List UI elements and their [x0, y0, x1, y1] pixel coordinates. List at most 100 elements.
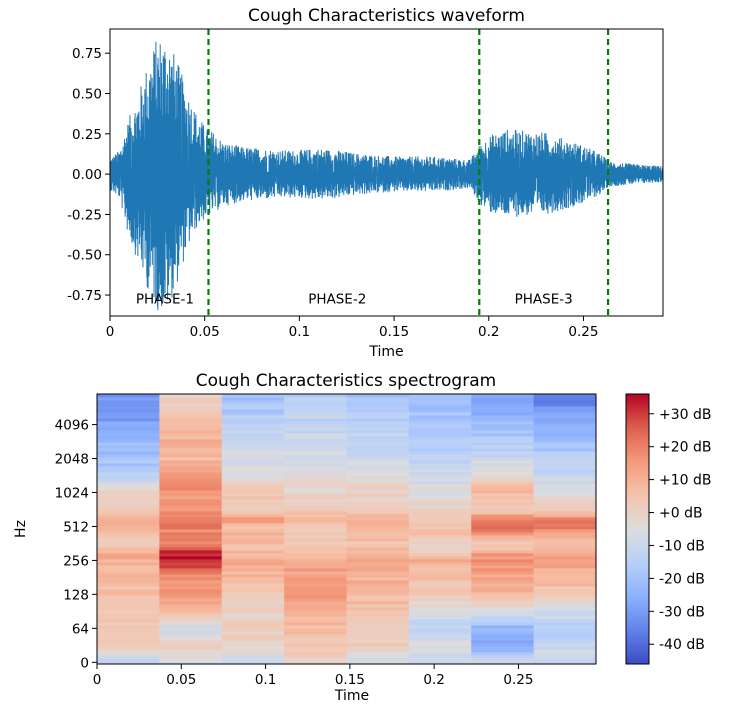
spectrogram-cell [284, 505, 347, 509]
spectrogram-cell [408, 481, 472, 485]
spectrogram-cell [533, 586, 597, 590]
spectrogram-cell [408, 394, 472, 398]
spectrogram-cell [284, 547, 347, 551]
spectrogram-cell [284, 535, 347, 539]
spectrogram-cell [471, 427, 535, 431]
spectrogram-cell [346, 406, 410, 410]
spectrogram-cell [533, 598, 597, 602]
spectrogram-cell [533, 574, 597, 578]
spectrogram-cell [408, 526, 472, 530]
spectrogram-cell [471, 511, 535, 515]
spectrogram-cell [346, 643, 410, 647]
spectrogram-cell [284, 442, 347, 446]
spectrogram-y-ticks: 4096 2048 1024 512 256 128 64 0 [55, 418, 97, 671]
spectrogram-cell [159, 406, 223, 410]
spectrogram-cell [533, 418, 597, 422]
spectrogram-cell [221, 472, 285, 476]
spectrogram-cell [159, 610, 223, 614]
spectrogram-cell [221, 559, 285, 563]
spectrogram-cell [408, 604, 472, 608]
spectrogram-cell [533, 616, 597, 620]
spectrogram-cell [97, 535, 160, 539]
spectrogram-cell [97, 445, 160, 449]
spectrogram-cell [346, 586, 410, 590]
spectrogram-cell [533, 478, 597, 482]
spectrogram-cell [159, 412, 223, 416]
spectrogram-cell [159, 580, 223, 584]
spectrogram-cell [284, 433, 347, 437]
spectrogram-cell [221, 481, 285, 485]
spectrogram-cell [159, 505, 223, 509]
x-tick-label: 0.25 [568, 324, 598, 340]
spectrogram-cell [221, 436, 285, 440]
spectrogram-cell [159, 619, 223, 623]
spectrogram-cell [408, 574, 472, 578]
spectrogram-cell [159, 394, 223, 398]
spectrogram-cell [221, 430, 285, 434]
spectrogram-cell [346, 466, 410, 470]
spectrogram-cell [284, 529, 347, 533]
spectrogram-cell [533, 475, 597, 479]
spectrogram-cell [471, 598, 535, 602]
spectrogram-cell [284, 628, 347, 632]
spectrogram-cell [159, 604, 223, 608]
spectrogram-cell [284, 571, 347, 575]
spectrogram-cell [533, 433, 597, 437]
spectrogram-cell [346, 502, 410, 506]
spectrogram-cell [221, 469, 285, 473]
spectrogram-cell [471, 571, 535, 575]
spectrogram-cell [471, 475, 535, 479]
spectrogram-cell [159, 418, 223, 422]
spectrogram-cell [284, 397, 347, 401]
spectrogram-cell [533, 511, 597, 515]
spectrogram-x-ticks: 0 0.05 0.1 0.15 0.2 0.25 [93, 664, 533, 688]
spectrogram-cell [408, 421, 472, 425]
spectrogram-cell [346, 595, 410, 599]
spectrogram-cell [221, 514, 285, 518]
spectrogram-cell [159, 535, 223, 539]
spectrogram-cell [533, 472, 597, 476]
spectrogram-cell [221, 577, 285, 581]
y-tick-label: 128 [63, 587, 89, 603]
spectrogram-cell [346, 412, 410, 416]
spectrogram-cell [159, 637, 223, 641]
spectrogram-cell [97, 463, 160, 467]
spectrogram-cell [346, 505, 410, 509]
spectrogram-cell [408, 640, 472, 644]
phase-annotations: PHASE-1 PHASE-2 PHASE-3 [136, 291, 573, 307]
spectrogram-cell [159, 589, 223, 593]
spectrogram-cell [346, 475, 410, 479]
spectrogram-cell [408, 628, 472, 632]
spectrogram-cell [159, 571, 223, 575]
spectrogram-cell [159, 634, 223, 638]
spectrogram-cell [284, 595, 347, 599]
spectrogram-cell [284, 634, 347, 638]
spectrogram-cell [533, 439, 597, 443]
spectrogram-cell [221, 598, 285, 602]
spectrogram-cell [346, 418, 410, 422]
spectrogram-cell [159, 493, 223, 497]
spectrogram-cell [533, 628, 597, 632]
spectrogram-cell [221, 421, 285, 425]
spectrogram-cell [408, 658, 472, 662]
spectrogram-cell [221, 541, 285, 545]
spectrogram-cell [284, 469, 347, 473]
spectrogram-cell [471, 442, 535, 446]
spectrogram-cell [97, 502, 160, 506]
spectrogram-cell [408, 397, 472, 401]
spectrogram-cell [346, 544, 410, 548]
spectrogram-cell [408, 565, 472, 569]
spectrogram-cell [97, 409, 160, 413]
spectrogram-cell [159, 586, 223, 590]
spectrogram-cell [97, 472, 160, 476]
spectrogram-cell [221, 655, 285, 659]
spectrogram-cell [346, 640, 410, 644]
x-tick-label: 0.25 [503, 672, 533, 688]
spectrogram-cell [471, 649, 535, 653]
spectrogram-cell [159, 469, 223, 473]
spectrogram-cell [471, 625, 535, 629]
spectrogram-cell [533, 514, 597, 518]
spectrogram-cell [97, 610, 160, 614]
spectrogram-cell [159, 652, 223, 656]
spectrogram-cell [533, 538, 597, 542]
